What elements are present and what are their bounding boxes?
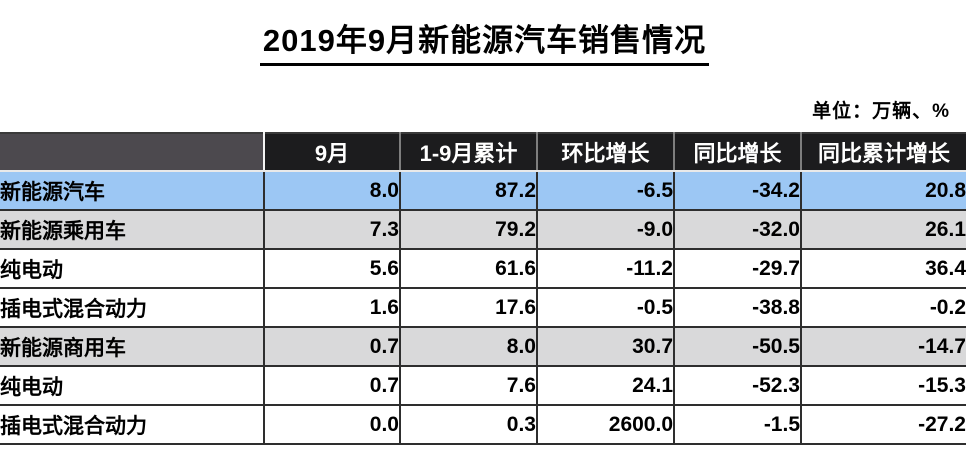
row-label: 新能源乘用车 [0, 210, 264, 250]
cell-value: 17.6 [399, 288, 537, 328]
cell-value: 0.7 [263, 327, 400, 367]
unit-note: 单位：万辆、% [812, 101, 950, 122]
row-label: 插电式混合动力 [0, 405, 264, 445]
cell-value: -14.7 [800, 327, 966, 367]
cell-value: -34.2 [673, 171, 801, 211]
column-header-category [0, 133, 264, 172]
cell-value: -27.2 [800, 405, 966, 445]
cell-value: 61.6 [399, 249, 537, 289]
table-row-commercial-phev: 插电式混合动力 0.0 0.3 2600.0 -1.5 -27.2 [0, 405, 966, 445]
cell-value: 0.7 [263, 366, 400, 406]
row-label: 插电式混合动力 [0, 288, 264, 328]
title-wrap: 2019年9月新能源汽车销售情况 [0, 0, 969, 66]
cell-value: -0.2 [800, 288, 966, 328]
row-label: 新能源汽车 [0, 171, 264, 211]
column-header-yoy-cum-growth: 同比累计增长 [800, 133, 966, 172]
cell-value: 79.2 [399, 210, 537, 250]
cell-value: -9.0 [536, 210, 674, 250]
column-header-september: 9月 [263, 133, 400, 172]
cell-value: -15.3 [800, 366, 966, 406]
cell-value: -38.8 [673, 288, 801, 328]
cell-value: -29.7 [673, 249, 801, 289]
table-row-passenger-bev: 纯电动 5.6 61.6 -11.2 -29.7 36.4 [0, 249, 966, 289]
page-title: 2019年9月新能源汽车销售情况 [259, 15, 710, 66]
table-row-passenger-nev: 新能源乘用车 7.3 79.2 -9.0 -32.0 26.1 [0, 210, 966, 250]
cell-value: 7.6 [399, 366, 537, 406]
cell-value: 7.3 [263, 210, 400, 250]
row-label: 纯电动 [0, 249, 264, 289]
cell-value: 36.4 [800, 249, 966, 289]
cell-value: -1.5 [673, 405, 801, 445]
cell-value: 0.0 [263, 405, 400, 445]
cell-value: 20.8 [800, 171, 966, 211]
row-label: 纯电动 [0, 366, 264, 406]
table-row-commercial-bev: 纯电动 0.7 7.6 24.1 -52.3 -15.3 [0, 366, 966, 406]
cell-value: -6.5 [536, 171, 674, 211]
cell-value: 30.7 [536, 327, 674, 367]
cell-value: 1.6 [263, 288, 400, 328]
cell-value: -52.3 [673, 366, 801, 406]
cell-value: 8.0 [399, 327, 537, 367]
cell-value: -32.0 [673, 210, 801, 250]
column-header-yoy-growth: 同比增长 [673, 133, 801, 172]
table-row-nev-total: 新能源汽车 8.0 87.2 -6.5 -34.2 20.8 [0, 171, 966, 211]
row-label: 新能源商用车 [0, 327, 264, 367]
table-row-commercial-nev: 新能源商用车 0.7 8.0 30.7 -50.5 -14.7 [0, 327, 966, 367]
cell-value: 2600.0 [536, 405, 674, 445]
column-header-jan-sep-total: 1-9月累计 [399, 133, 537, 172]
sales-table: 9月 1-9月累计 环比增长 同比增长 同比累计增长 新能源汽车 8.0 87.… [0, 132, 966, 445]
cell-value: 26.1 [800, 210, 966, 250]
table-header-row: 9月 1-9月累计 环比增长 同比增长 同比累计增长 [0, 133, 966, 172]
cell-value: 8.0 [263, 171, 400, 211]
cell-value: 0.3 [399, 405, 537, 445]
table-row-passenger-phev: 插电式混合动力 1.6 17.6 -0.5 -38.8 -0.2 [0, 288, 966, 328]
cell-value: 24.1 [536, 366, 674, 406]
cell-value: -0.5 [536, 288, 674, 328]
cell-value: -50.5 [673, 327, 801, 367]
cell-value: 5.6 [263, 249, 400, 289]
cell-value: 87.2 [399, 171, 537, 211]
cell-value: -11.2 [536, 249, 674, 289]
column-header-mom-growth: 环比增长 [536, 133, 674, 172]
